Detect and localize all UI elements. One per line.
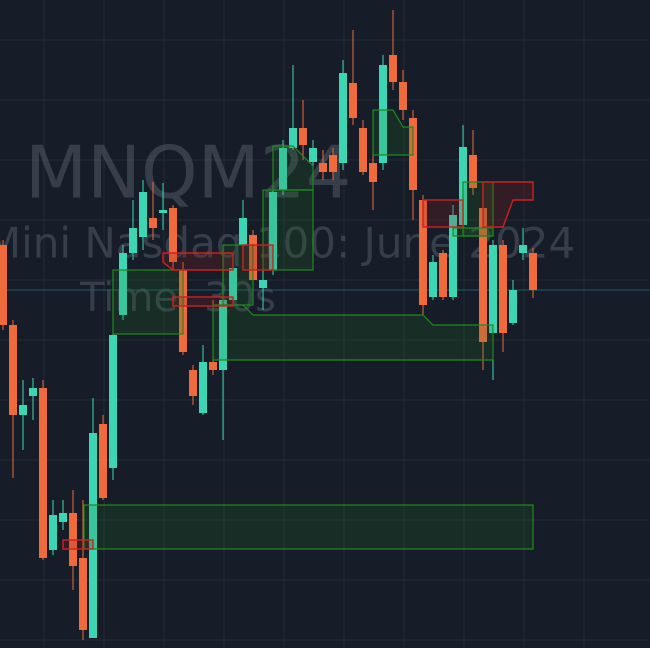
candle-body [389,55,397,82]
candle-body [329,155,337,172]
candle-body [89,433,97,638]
watermark-interval: Time: 30s [79,275,276,321]
candle-body [359,128,367,172]
candle-body [469,155,477,188]
candle-body [189,370,197,396]
candle-body [309,148,317,162]
candle-body [419,200,427,305]
candle-body [489,245,497,333]
demand-zones [83,109,534,550]
candle-body [19,405,27,415]
zone [372,109,414,156]
candle-body [159,210,167,213]
candle-body [499,245,507,333]
candle-body [519,245,527,253]
candle-body [319,163,327,172]
candle-body [109,335,117,468]
zone [83,504,534,550]
zone [452,227,494,237]
candle-body [9,325,17,415]
zone [222,244,254,306]
candle-body [169,208,177,262]
zone [112,269,184,335]
candle-body [289,128,297,148]
candle-body [379,65,387,163]
candle-body [0,245,7,325]
candle-body [349,83,357,118]
candle-body [449,215,457,297]
zone [482,181,534,228]
zone [242,244,274,271]
candle-body [299,128,307,145]
zone [172,296,234,307]
candle-body [279,148,287,190]
zone [62,539,94,550]
candle-body [59,513,67,522]
candle-body [429,262,437,297]
candle-body [269,192,277,270]
candle-body [49,515,57,550]
candle-body [339,73,347,163]
candle-body [139,192,147,237]
candle-body [259,280,267,288]
candle-body [29,388,37,396]
candle-body [209,362,217,370]
candle-body [399,82,407,110]
supply-zones [62,181,534,550]
candle-body [99,424,107,498]
candle-body [39,388,47,558]
candle-body [79,558,87,630]
candle-body [439,253,447,297]
candle-body [529,253,537,290]
candle-body [239,218,247,245]
candle-body [119,253,127,315]
candle-body [219,300,227,370]
candle-body [199,362,207,413]
zone [272,145,314,191]
candle-body [509,290,517,323]
candle-body [479,208,487,342]
zone [162,252,234,271]
candle-body [369,163,377,182]
candle-body [149,218,157,228]
zone [212,304,494,361]
candle-body [229,268,237,300]
zone [422,199,464,228]
candle-body [129,228,137,253]
